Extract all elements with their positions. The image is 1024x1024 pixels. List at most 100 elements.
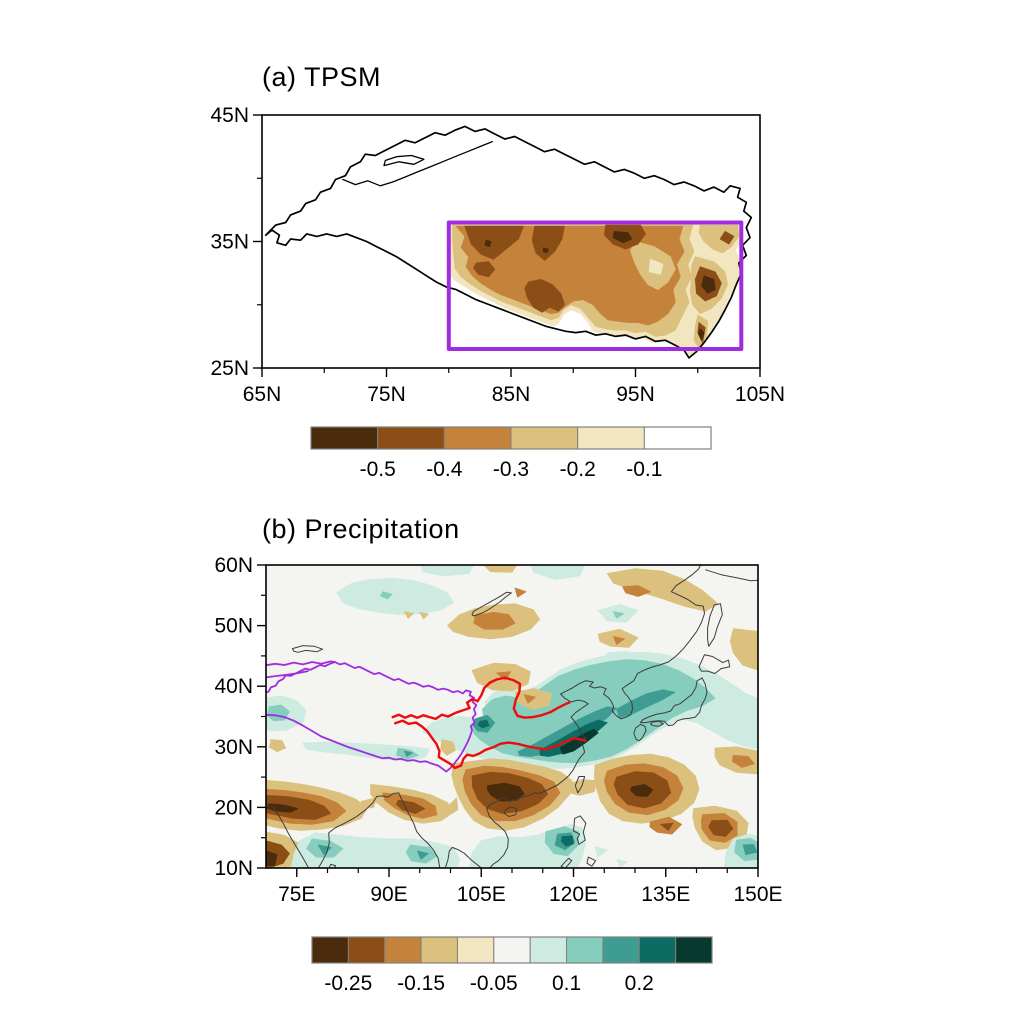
yangtze-river [393,719,587,770]
panel-a-figure: 65N 75N 85N 95N 105N 45N 35N 25N -0.5 -0.4 -0.3 -0.… [210,104,785,480]
sm-dark-blob-west [473,261,496,278]
tan-left-edge-spot [269,739,287,753]
panel-b-title: (b) Precipitation [262,514,460,544]
coast-hainan [504,806,518,817]
colorbar-segment [638,936,677,964]
coast-taiwan [574,776,586,794]
colorbar-label: -0.3 [493,458,529,480]
sm-medium-main [455,225,685,326]
teal-tropical-east-core2 [742,843,758,856]
coast-india-west [266,803,310,868]
colorbar-segment [566,936,604,964]
x-tick-label: 85N [492,383,531,406]
teal-south-plateau-rim [302,741,430,762]
colorbar-segment [675,936,713,964]
plateau-inner-strand [342,140,493,187]
colorbar-label: -0.05 [470,972,518,995]
x-tick-label: 105N [735,383,785,406]
teal-nw-core [379,591,393,600]
panel-a-title: (a) TPSM [262,62,382,92]
brown-philsea-core [630,783,654,797]
brown-se-wedge-core [660,822,674,831]
coast-hokkaido [698,654,731,674]
colorbar-segment [643,426,712,450]
teal-rim-dark-triangle [403,750,413,757]
colorbar-segment [420,936,458,964]
plateau-arm-b [266,660,336,667]
colorbar-label: 0.1 [552,972,581,995]
colorbar-segment [577,426,645,450]
brown-sw-corner-core [266,850,278,867]
tan-manchuria-core [613,636,625,645]
y-tick-label: 45N [210,104,249,127]
colorbar-segment [347,936,386,964]
x-tick-label: 75E [278,883,315,906]
colorbar-label: -0.5 [360,458,396,480]
coast-sakhalin [707,603,723,647]
sm-medium-ne-spot [719,230,735,245]
coast-gulf-thailand [444,846,482,868]
colorbar-segment [529,936,568,964]
x-tick-label: 150E [733,883,782,906]
colorbar-label: -0.1 [626,458,662,480]
tan-top-triangle [514,587,527,598]
coast-honshu [640,677,708,727]
sm-dark-east-core [701,275,716,294]
x-tick-label: 75N [367,383,406,406]
sm-cream-spot [648,258,664,275]
y-tick-label: 30N [214,736,253,759]
x-tick-label: 105E [457,883,506,906]
teal-top-edge-2 [530,565,586,580]
coast-luzon [573,815,587,845]
teal-triangle-2 [616,859,629,868]
teal-tropical-andaman-core [416,850,429,860]
teal-luzon-core [560,835,574,847]
colorbar-label: -0.4 [426,458,463,480]
coast-mainland-east-asia [486,565,705,868]
teal-nw-siberia [336,577,455,616]
coast-shikoku [649,720,664,727]
brown-bridge-bengal-china [448,797,459,814]
sm-darkest-dot-2 [542,247,549,254]
y-tick-label: 50N [214,615,253,638]
teal-manchuria-core [613,611,625,619]
brown-bridge-india-bengal [360,797,378,810]
colorbar-label: -0.2 [560,458,596,480]
plateau-outline [264,125,753,359]
y-tick-label: 10N [214,857,253,880]
sm-dark-blob-topleft [464,225,524,260]
plateau-strand-b [266,670,309,679]
coast-srilanka [328,863,336,868]
y-tick-label: 40N [214,675,253,698]
colorbar-frame [310,426,712,450]
colorbar-segment [311,936,349,964]
coast-okhotsk-north [705,569,758,582]
plateau-inner-loop [383,154,425,167]
tan-nw-triangle-2 [419,611,429,620]
colorbar-label: 0.2 [625,972,654,995]
y-tick-label: 20N [214,796,253,819]
panel-b-figure: 75E 90E 105E 120E 135E 150E 60N 50N 40N 30N 20N 10N… [214,554,782,995]
coast-kyushu [633,723,647,742]
colorbar-segment [493,936,531,964]
yellow-river [391,676,571,721]
teal-band-dark-west [517,706,618,757]
sm-dark-tail-core [698,328,705,341]
coast-india-east-burma [317,792,441,868]
y-tick-label: 60N [214,554,253,577]
plateau-outline-b [266,661,478,773]
lake-baikal [471,591,512,617]
teal-top-edge-1 [420,565,475,577]
panel-b-frame [265,564,759,869]
tan-top-edge [483,565,518,573]
coast-visayas [586,856,597,867]
colorbar-segment [602,936,640,964]
colorbar-segment [443,426,512,450]
colorbar-segment [456,936,495,964]
colorbar-frame [311,936,713,964]
x-tick-label: 95N [616,383,655,406]
sm-darkest-core-topright [612,230,633,244]
y-tick-label: 35N [210,231,249,254]
tan-baikal-core [473,611,516,630]
